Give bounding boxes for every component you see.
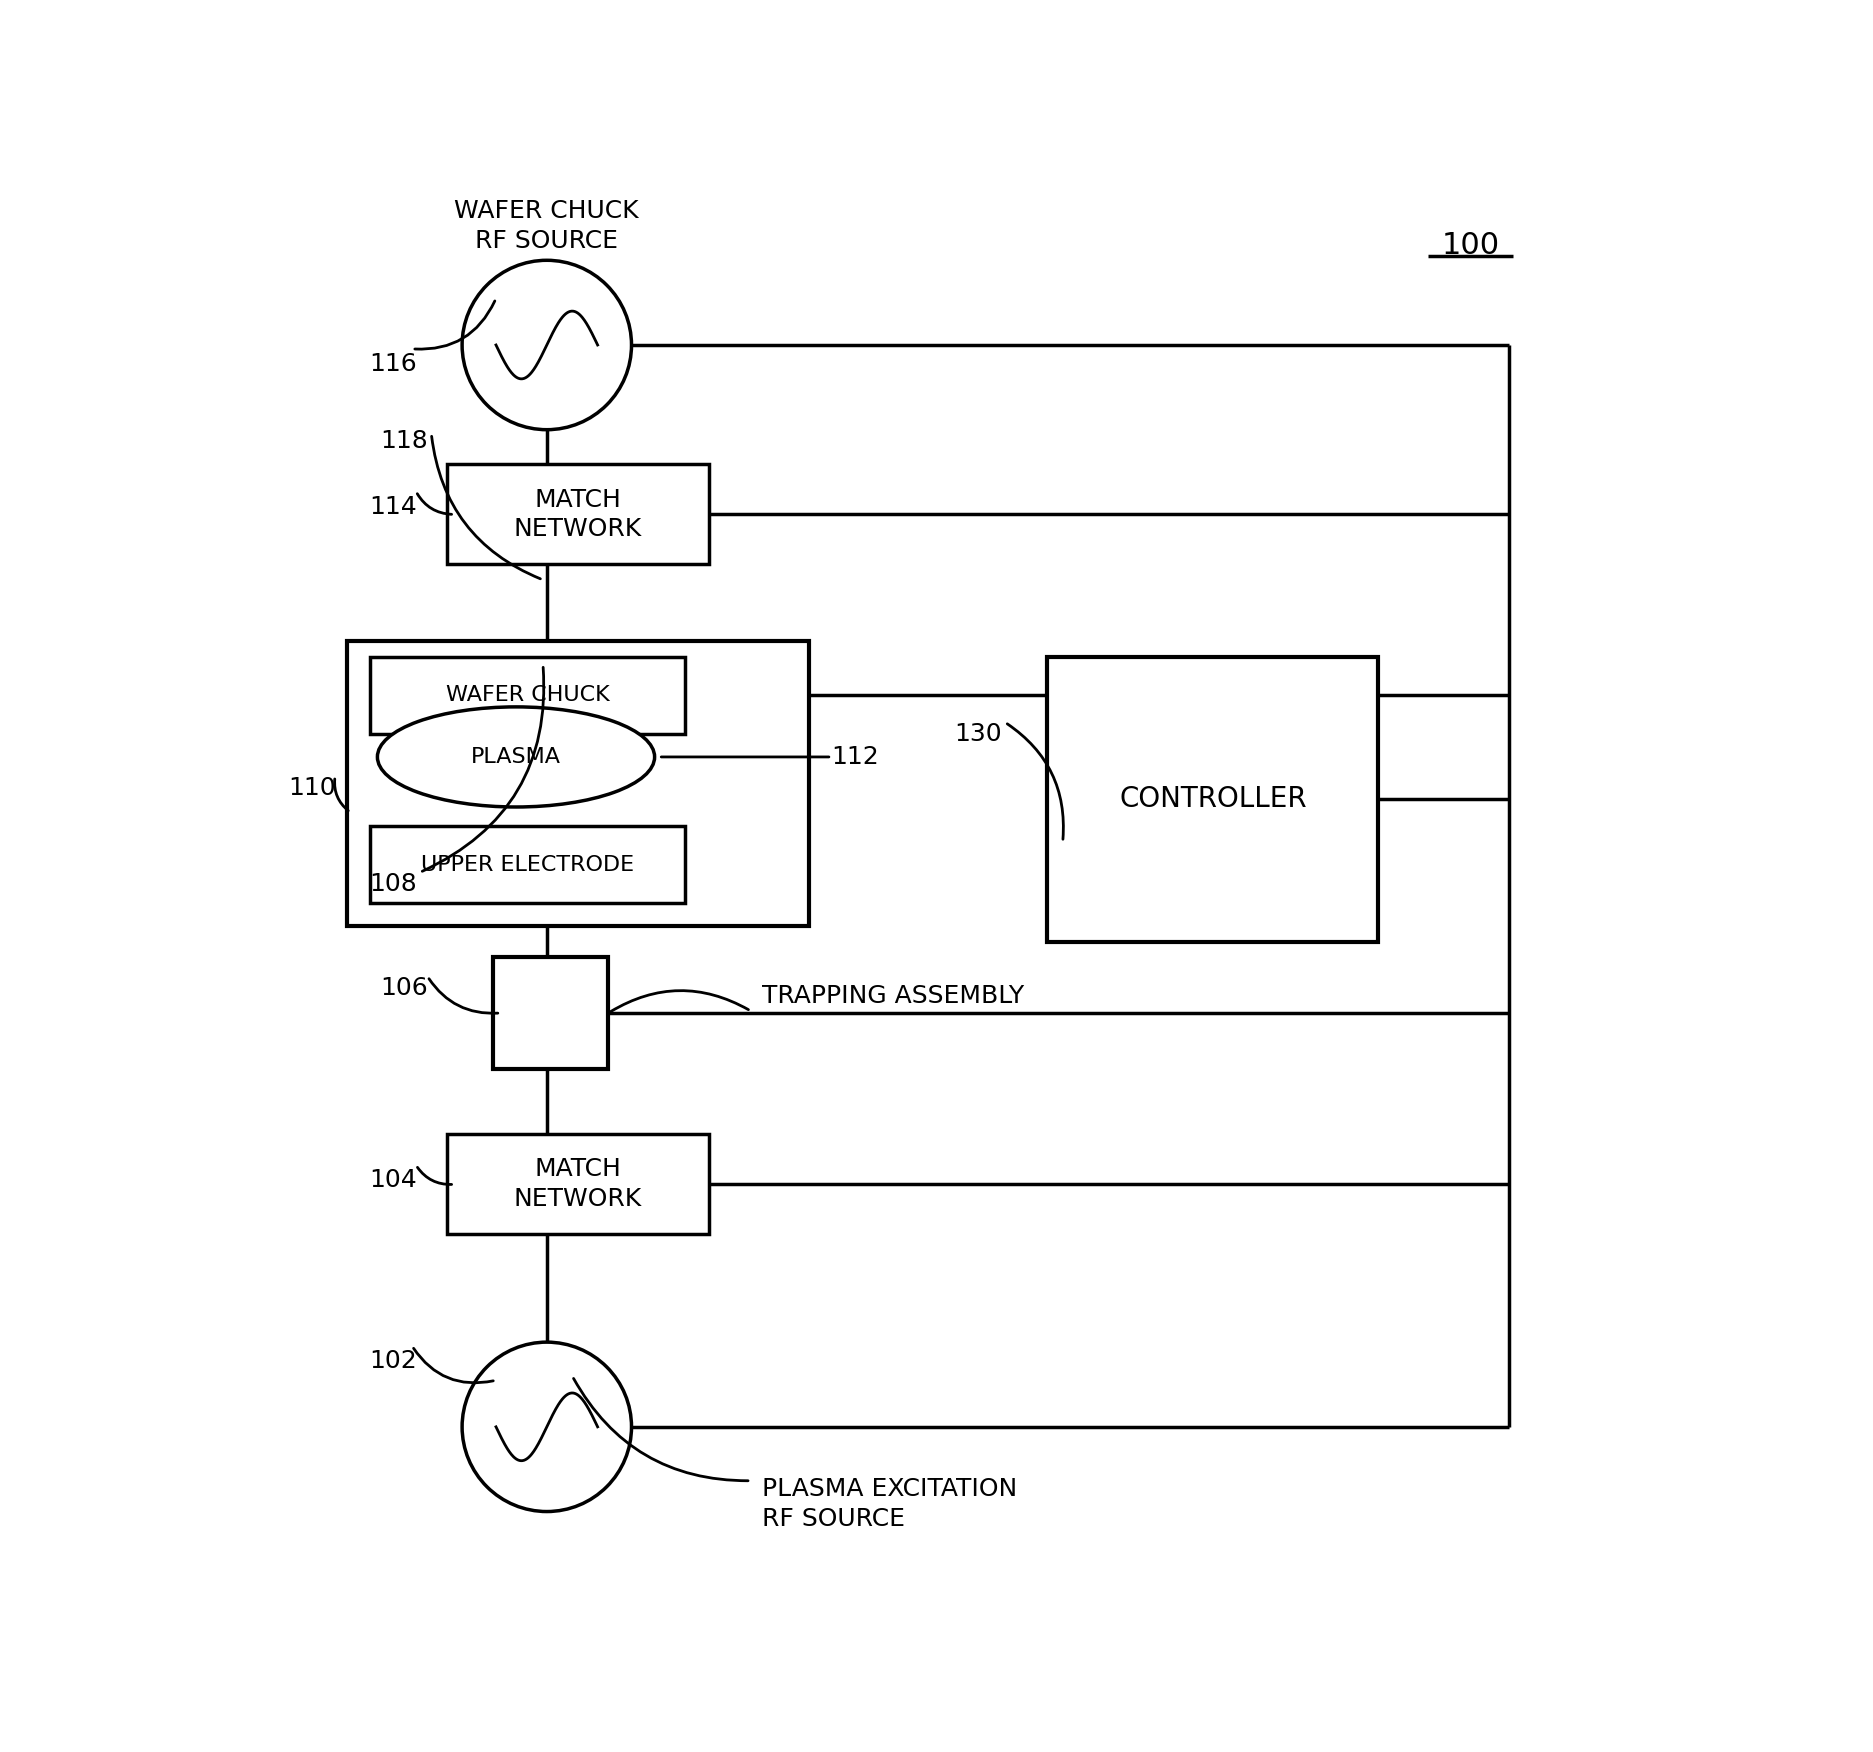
Text: 100: 100 xyxy=(1442,231,1500,261)
Text: WAFER CHUCK: WAFER CHUCK xyxy=(446,685,609,706)
Text: 118: 118 xyxy=(380,429,429,454)
Bar xyxy=(1047,657,1379,943)
Text: 104: 104 xyxy=(369,1169,416,1193)
Text: PLASMA: PLASMA xyxy=(470,746,562,767)
Text: 102: 102 xyxy=(369,1349,416,1374)
Text: WAFER CHUCK
RF SOURCE: WAFER CHUCK RF SOURCE xyxy=(455,200,639,252)
Ellipse shape xyxy=(376,706,654,808)
Bar xyxy=(369,657,686,734)
Text: 106: 106 xyxy=(380,976,429,1000)
Bar xyxy=(446,464,708,564)
Text: 130: 130 xyxy=(953,722,1002,746)
Text: CONTROLLER: CONTROLLER xyxy=(1118,785,1307,813)
Text: MATCH
NETWORK: MATCH NETWORK xyxy=(513,487,642,541)
Text: 114: 114 xyxy=(369,494,416,519)
Text: MATCH
NETWORK: MATCH NETWORK xyxy=(513,1158,642,1211)
Bar xyxy=(493,957,609,1069)
Circle shape xyxy=(463,261,631,429)
Bar xyxy=(369,827,686,904)
Text: 116: 116 xyxy=(369,352,416,377)
Bar xyxy=(347,641,809,927)
Text: 108: 108 xyxy=(369,872,416,895)
Text: UPPER ELECTRODE: UPPER ELECTRODE xyxy=(421,855,635,874)
Circle shape xyxy=(463,1342,631,1512)
Text: PLASMA EXCITATION
RF SOURCE: PLASMA EXCITATION RF SOURCE xyxy=(762,1477,1017,1531)
Text: 112: 112 xyxy=(832,745,878,769)
Text: 110: 110 xyxy=(288,776,335,799)
Text: TRAPPING ASSEMBLY: TRAPPING ASSEMBLY xyxy=(762,983,1025,1007)
Bar xyxy=(446,1134,708,1235)
